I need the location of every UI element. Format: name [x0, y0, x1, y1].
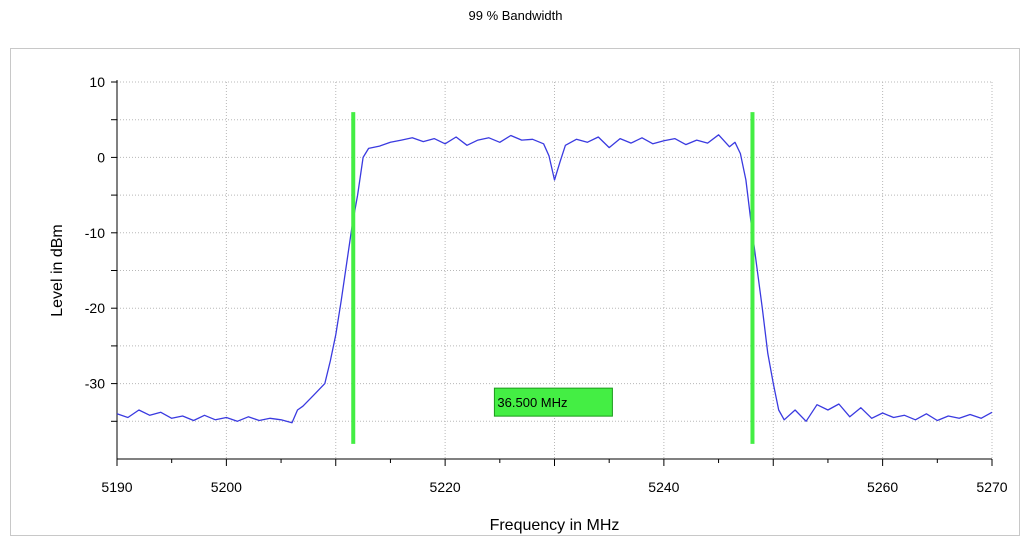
- y-tick-label: -20: [85, 300, 105, 316]
- series: [116, 134, 993, 424]
- x-tick-label: 5260: [867, 479, 898, 495]
- x-tick-label: 5240: [648, 479, 679, 495]
- x-tick-label: 5200: [211, 479, 242, 495]
- y-tick-label: 10: [89, 74, 105, 90]
- chart-title: 99 % Bandwidth: [468, 8, 563, 23]
- bandwidth-label-box: [493, 387, 613, 417]
- ticks: 10 0 -10 -20 -30 5190 5200 5220 5240 5260 5270: [85, 74, 1008, 495]
- y-tick-label: -10: [85, 225, 105, 241]
- chart-panel: [10, 48, 1020, 536]
- trace-line: [116, 134, 993, 424]
- x-tick-label: 5270: [976, 479, 1007, 495]
- y-tick-label: -30: [85, 376, 105, 392]
- x-axis-label: Frequency in MHz: [490, 517, 620, 534]
- x-tick-label: 5220: [430, 479, 461, 495]
- markers: 36.500 MHz: [351, 112, 755, 444]
- bandwidth-label: 36.500 MHz: [497, 395, 567, 410]
- grid: [117, 81, 993, 459]
- y-tick-label: 0: [97, 149, 105, 165]
- y-axis-label: Level in dBm: [49, 224, 66, 317]
- x-tick-label: 5190: [101, 479, 132, 495]
